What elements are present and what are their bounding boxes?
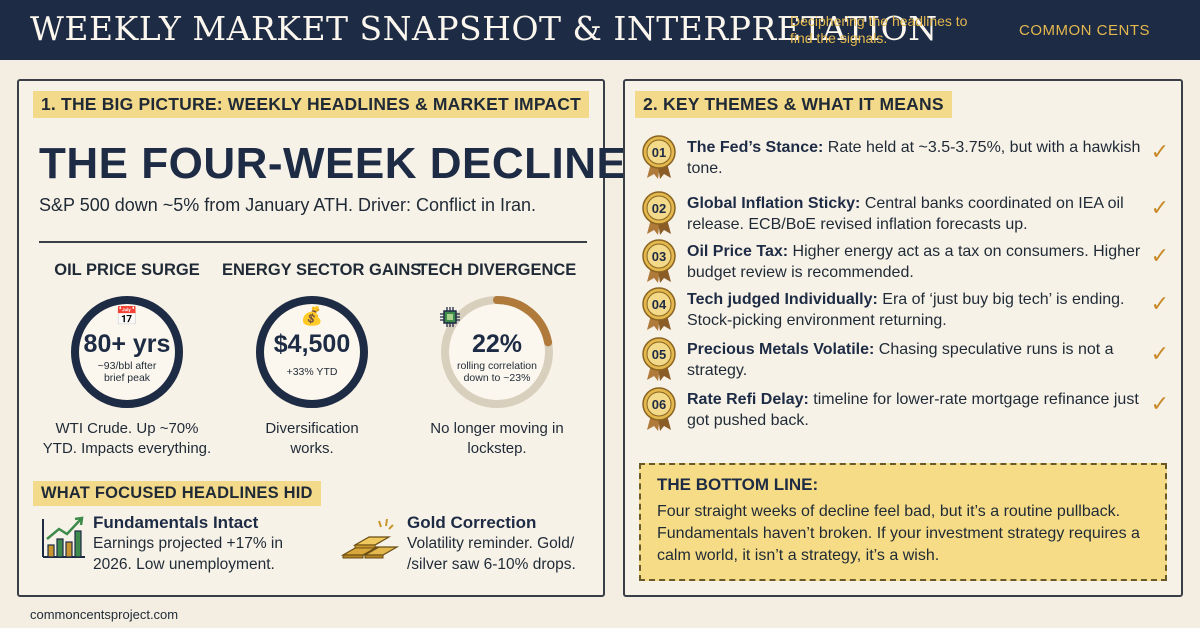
stat-title: TECH DIVERGENCE xyxy=(417,261,577,279)
theme-label: The Fed’s Stance: xyxy=(687,139,824,156)
theme-item: 02 Global Inflation Sticky: Central banks… xyxy=(641,191,1171,239)
medal-number: 03 xyxy=(652,249,666,264)
medal-number: 01 xyxy=(652,145,666,160)
hid-title: Fundamentals Intact xyxy=(93,513,259,532)
gauge-ring xyxy=(441,296,553,408)
bottom-line-text: Four straight weeks of decline feel bad,… xyxy=(657,503,1140,564)
gold-bars-icon xyxy=(340,518,400,559)
medal-icon: 01 xyxy=(642,135,676,179)
medal-number: 06 xyxy=(652,397,666,412)
stat-value: 80+ yrs xyxy=(83,330,171,358)
theme-text: Global Inflation Sticky: Central banks c… xyxy=(687,193,1149,235)
calendar-clock-icon: 📅 xyxy=(115,306,139,326)
theme-text: Rate Refi Delay: timeline for lower-rate… xyxy=(687,389,1149,431)
footer-url[interactable]: commoncentsproject.com xyxy=(30,607,179,622)
bottom-line-title: THE BOTTOM LINE: xyxy=(657,475,819,494)
hid-description: Volatility reminder. Gold/ /silver saw 6… xyxy=(407,535,576,573)
theme-item: 04 Tech judged Individually: Era of ‘just… xyxy=(641,287,1171,335)
theme-item: 01 The Fed’s Stance: Rate held at ~3.5-3.… xyxy=(641,135,1171,183)
hid-gold-correction: Gold Correction Volatility reminder. Gol… xyxy=(407,513,597,575)
theme-text: Precious Metals Volatile: Chasing specul… xyxy=(687,339,1149,381)
big-picture-panel: 1. THE BIG PICTURE: WEEKLY HEADLINES & M… xyxy=(17,79,626,597)
theme-text: Oil Price Tax: Higher energy act as a ta… xyxy=(687,241,1149,283)
hid-heading: WHAT FOCUSED HEADLINES HID xyxy=(33,481,321,506)
hid-title: Gold Correction xyxy=(407,513,537,532)
check-icon: ✓ xyxy=(1150,291,1169,316)
medal-icon: 06 xyxy=(642,387,676,431)
stat-note: +33% YTD xyxy=(286,366,338,378)
theme-label: Oil Price Tax: xyxy=(687,243,789,260)
hid-description: Earnings projected +17% in 2026. Low une… xyxy=(93,535,283,573)
key-themes-heading: 2. KEY THEMES & WHAT IT MEANS xyxy=(635,91,952,118)
stat-description: No longer moving in lockstep. xyxy=(430,420,564,457)
stat-gauge: 22% rolling correlation down to ~23% xyxy=(439,294,555,410)
stat-energy-sector: ENERGY SECTOR GAINS 💰 $4,500 +33% YTD Di… xyxy=(222,261,422,459)
bottom-line-box: THE BOTTOM LINE: Four straight weeks of … xyxy=(639,463,1167,581)
theme-label: Rate Refi Delay: xyxy=(687,391,809,408)
theme-text: Tech judged Individually: Era of ‘just b… xyxy=(687,289,1149,331)
stat-gauge: 📅 80+ yrs ~93/bbl after brief peak xyxy=(69,294,185,410)
money-bag-icon: 💰 xyxy=(300,306,324,326)
medal-icon: 03 xyxy=(642,239,676,283)
stat-value: $4,500 xyxy=(273,330,351,358)
theme-text: The Fed’s Stance: Rate held at ~3.5-3.75… xyxy=(687,137,1149,179)
stat-value: 22% xyxy=(471,330,523,358)
theme-item: 05 Precious Metals Volatile: Chasing spec… xyxy=(641,337,1171,385)
medal-icon: 05 xyxy=(642,337,676,381)
theme-label: Tech judged Individually: xyxy=(687,291,878,308)
decline-title: THE FOUR-WEEK DECLINE xyxy=(39,139,627,188)
medal-number: 05 xyxy=(652,347,666,362)
theme-description: Rate held at ~3.5-3.75%, but with a hawk… xyxy=(687,139,1141,177)
gauge-ring xyxy=(71,296,183,408)
medal-icon: 04 xyxy=(642,287,676,331)
header-bar: WEEKLY MARKET SNAPSHOT & INTERPRETATION … xyxy=(0,0,1200,60)
decline-subtitle: S&P 500 down ~5% from January ATH. Drive… xyxy=(39,195,537,215)
stat-title: ENERGY SECTOR GAINS xyxy=(222,261,422,279)
theme-label: Precious Metals Volatile: xyxy=(687,341,875,358)
hid-fundamentals: Fundamentals Intact Earnings projected +… xyxy=(93,513,313,575)
bar-chart-up-icon xyxy=(42,516,85,558)
medal-icon: 02 xyxy=(642,191,676,235)
key-themes-panel: 2. KEY THEMES & WHAT IT MEANS 01 The Fed’… xyxy=(623,79,1183,597)
medal-number: 02 xyxy=(652,201,666,216)
stat-description: WTI Crude. Up ~70% YTD. Impacts everythi… xyxy=(42,420,212,457)
header-tagline: Deciphering the headlines to find the si… xyxy=(790,13,968,46)
theme-item: 03 Oil Price Tax: Higher energy act as a … xyxy=(641,239,1171,287)
stat-note: rolling correlation down to ~23% xyxy=(457,360,537,384)
chip-icon-shape xyxy=(440,307,460,327)
theme-description: Central banks coordinated on IEA oil rel… xyxy=(687,195,1124,233)
check-icon: ✓ xyxy=(1150,195,1169,220)
gauge-arc xyxy=(71,296,183,408)
theme-description: timeline for lower-rate mortgage refinan… xyxy=(687,391,1139,429)
check-icon: ✓ xyxy=(1150,341,1169,366)
gauge-ring xyxy=(256,296,368,408)
stat-title: OIL PRICE SURGE xyxy=(54,261,200,279)
big-picture-heading: 1. THE BIG PICTURE: WEEKLY HEADLINES & M… xyxy=(33,91,589,118)
theme-description: Era of ‘just buy big tech’ is ending. St… xyxy=(687,291,1125,329)
theme-description: Chasing speculative runs is not a strate… xyxy=(687,341,1114,379)
stat-note: ~93/bbl after brief peak xyxy=(97,360,157,384)
theme-description: Higher energy act as a tax on consumers.… xyxy=(687,243,1141,281)
check-icon: ✓ xyxy=(1150,391,1169,416)
medal-number: 04 xyxy=(652,297,667,312)
stat-oil-price: OIL PRICE SURGE 📅 80+ yrs ~93/bbl after … xyxy=(37,261,217,459)
gauge-arc xyxy=(256,296,368,408)
theme-item: 06 Rate Refi Delay: timeline for lower-ra… xyxy=(641,387,1171,435)
divider xyxy=(39,241,587,243)
theme-label: Global Inflation Sticky: xyxy=(687,195,861,212)
stat-description: Diversification works. xyxy=(265,420,359,457)
page-title: WEEKLY MARKET SNAPSHOT & INTERPRETATION xyxy=(30,9,938,48)
stat-gauge: 💰 $4,500 +33% YTD xyxy=(254,294,370,410)
check-icon: ✓ xyxy=(1150,243,1169,268)
check-icon: ✓ xyxy=(1150,139,1169,164)
stat-tech-divergence: TECH DIVERGENCE 22% rolling correlation … xyxy=(407,261,587,459)
gauge-arc xyxy=(441,296,553,408)
brand-name: COMMON CENTS xyxy=(1019,22,1150,39)
